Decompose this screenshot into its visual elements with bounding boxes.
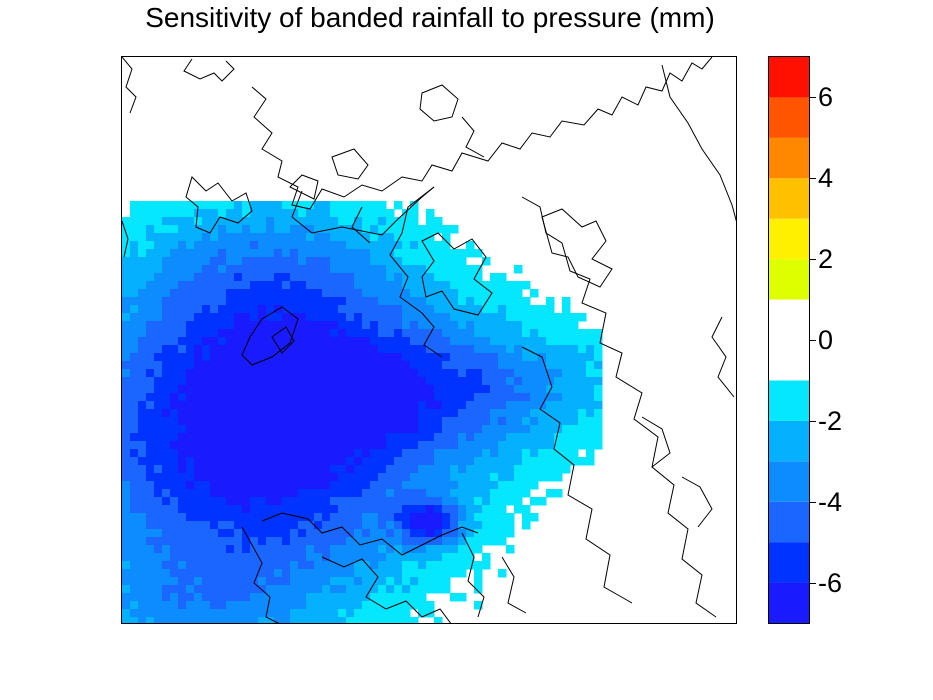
contour-line-23 — [331, 148, 369, 180]
contour-line-17 — [321, 556, 452, 623]
contour-line-18 — [461, 532, 485, 618]
colorbar-tick — [810, 340, 816, 341]
contour-line-4 — [122, 220, 129, 258]
colorbar-tick-label: 4 — [818, 163, 834, 194]
colorbar-level-9 — [769, 178, 809, 219]
colorbar-tick-label: 0 — [818, 325, 834, 355]
colorbar-tick-label: -6 — [818, 567, 843, 598]
coastline-contours — [122, 57, 736, 623]
contour-line-26 — [351, 206, 371, 244]
contour-line-5 — [291, 186, 435, 236]
contour-line-15 — [261, 512, 479, 556]
colorbar-level-11 — [769, 97, 809, 138]
colorbar-tick-label: -4 — [818, 486, 843, 517]
sensitivity-fill-layer — [122, 201, 603, 623]
colorbar-level-2 — [769, 501, 809, 543]
colorbar-tick-label: 2 — [818, 244, 834, 275]
contour-line-19 — [501, 556, 527, 614]
contour-line-13 — [241, 306, 299, 366]
colorbar-level-12 — [769, 57, 809, 98]
colorbar-level-6 — [769, 299, 809, 381]
colorbar-tick — [810, 97, 816, 99]
colorbar-tick-label: -2 — [818, 405, 843, 436]
colorbar-level-4 — [769, 420, 809, 462]
contour-line-7 — [421, 232, 493, 316]
contour-line-25 — [461, 116, 485, 158]
contour-line-22 — [289, 174, 319, 200]
colorbar-level-7 — [769, 259, 809, 300]
colorbar-level-3 — [769, 461, 809, 502]
colorbar-level-8 — [769, 218, 809, 260]
colorbar-tick — [810, 259, 816, 261]
contour-line-24 — [419, 84, 459, 122]
colorbar-tick-label: 6 — [818, 82, 834, 113]
contour-line-9 — [541, 208, 613, 288]
contour-line-16 — [241, 526, 280, 623]
colorbar-level-1 — [769, 542, 809, 583]
contour-line-12 — [711, 316, 735, 398]
contour-line-11 — [521, 346, 633, 604]
rainfall-sensitivity-map — [122, 57, 736, 623]
colorbar-tick — [810, 178, 816, 180]
colorbar-level-0 — [769, 582, 809, 623]
contour-line-20 — [641, 416, 671, 468]
colorbar-tick — [810, 582, 816, 584]
colorbar-level-5 — [769, 380, 809, 421]
colorbar — [768, 56, 810, 624]
contour-line-1 — [183, 58, 235, 82]
colorbar-tick — [810, 420, 816, 422]
contour-line-2 — [251, 57, 713, 210]
chart-title: Sensitivity of banded rainfall to pressu… — [145, 2, 715, 33]
contour-line-21 — [681, 476, 713, 528]
colorbar-level-10 — [769, 137, 809, 179]
contour-line-10 — [661, 64, 736, 222]
contour-line-0 — [122, 57, 137, 114]
colorbar-tick — [810, 501, 816, 503]
plot-area — [121, 56, 737, 624]
contour-line-3 — [185, 176, 253, 234]
contour-line-6 — [389, 186, 443, 358]
contour-line-14 — [271, 326, 295, 354]
